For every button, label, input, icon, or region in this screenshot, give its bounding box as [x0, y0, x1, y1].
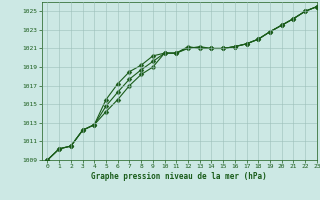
X-axis label: Graphe pression niveau de la mer (hPa): Graphe pression niveau de la mer (hPa) — [91, 172, 267, 181]
